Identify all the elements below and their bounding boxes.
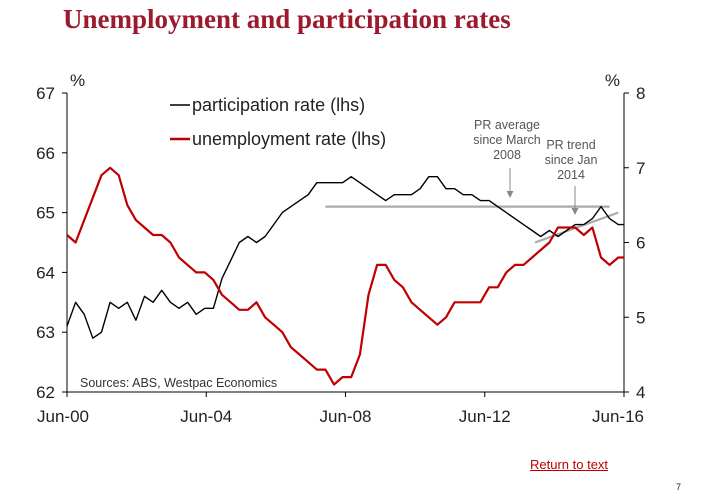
- series-line-1: [66, 166, 624, 386]
- page-number: 7: [676, 482, 682, 492]
- left-tick-label: 67: [36, 84, 55, 103]
- left-tick-label: 64: [36, 263, 55, 282]
- return-to-text-link[interactable]: Return to text: [530, 457, 609, 472]
- left-tick-label: 62: [36, 383, 55, 402]
- left-tick-label: 63: [36, 323, 55, 342]
- x-tick-label: Jun-16: [592, 407, 644, 426]
- chart-title: Unemployment and participation rates: [63, 4, 511, 34]
- right-axis-unit: %: [605, 71, 620, 90]
- left-tick-label: 66: [36, 144, 55, 163]
- left-tick-label: 65: [36, 204, 55, 223]
- source-note: Sources: ABS, Westpac Economics: [80, 376, 277, 390]
- legend-label-0: participation rate (lhs): [192, 95, 365, 115]
- x-tick-label: Jun-08: [320, 407, 372, 426]
- right-tick-label: 8: [636, 84, 645, 103]
- right-tick-label: 5: [636, 308, 645, 327]
- annotation-0: PR average since March 2008: [473, 118, 540, 162]
- right-tick-label: 6: [636, 234, 645, 253]
- x-tick-label: Jun-00: [37, 407, 89, 426]
- series-line-0: [66, 175, 624, 339]
- left-axis-unit: %: [70, 71, 85, 90]
- right-tick-label: 4: [636, 383, 645, 402]
- annotation-1: PR trend since Jan 2014: [545, 138, 598, 182]
- x-tick-label: Jun-04: [180, 407, 232, 426]
- legend-label-1: unemployment rate (lhs): [192, 129, 386, 149]
- x-tick-label: Jun-12: [459, 407, 511, 426]
- right-tick-label: 7: [636, 159, 645, 178]
